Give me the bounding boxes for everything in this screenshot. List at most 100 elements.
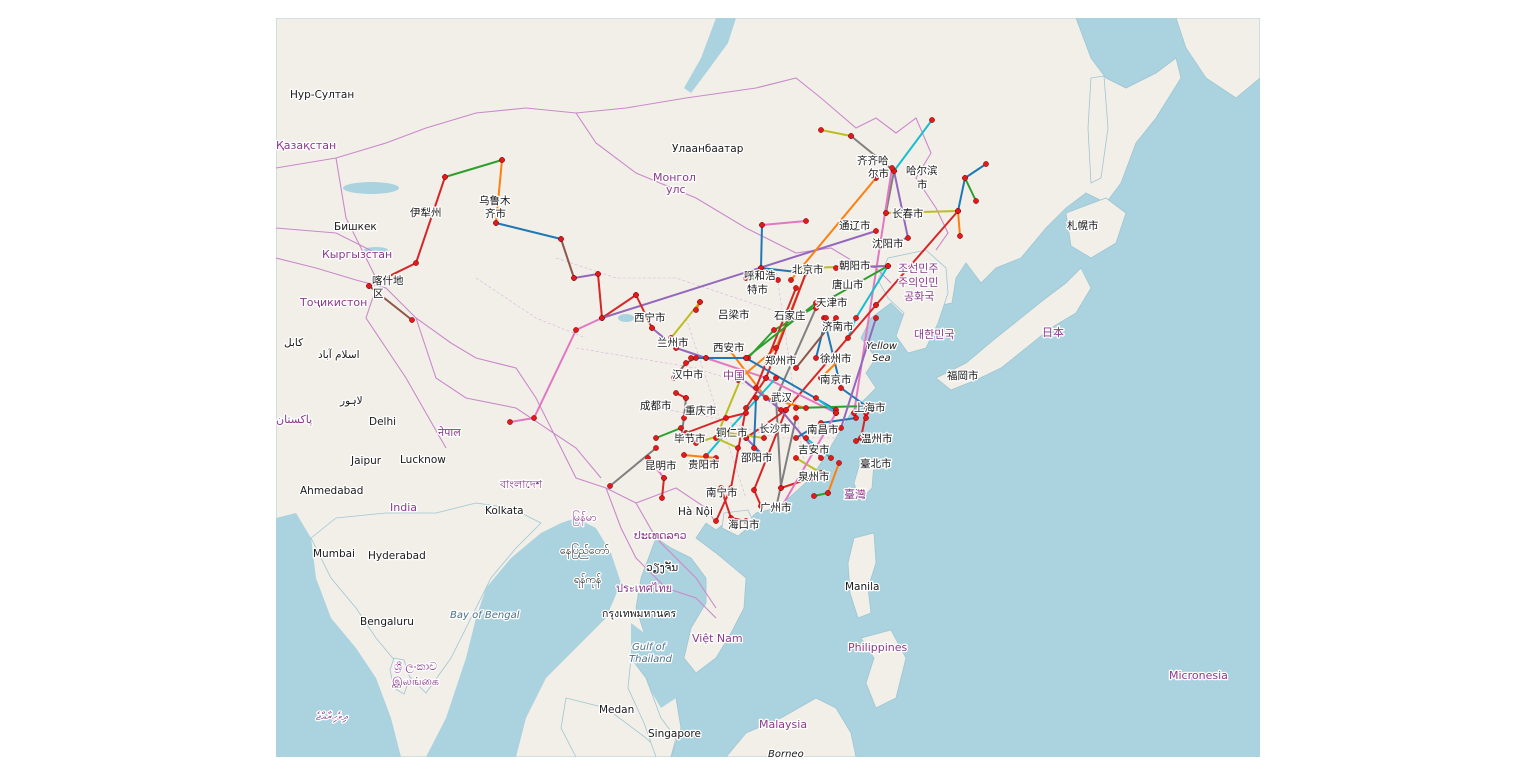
route-node[interactable]: [863, 415, 869, 421]
route-node[interactable]: [873, 302, 879, 308]
route-node[interactable]: [681, 415, 687, 421]
route-node[interactable]: [442, 174, 448, 180]
route-node[interactable]: [573, 327, 579, 333]
route-node[interactable]: [728, 515, 734, 521]
route-node[interactable]: [735, 445, 741, 451]
route-node[interactable]: [808, 475, 814, 481]
route-node[interactable]: [493, 220, 499, 226]
route-node[interactable]: [818, 470, 824, 476]
route-node[interactable]: [743, 410, 749, 416]
route-node[interactable]: [838, 355, 844, 361]
route-node[interactable]: [758, 265, 764, 271]
route-node[interactable]: [683, 395, 689, 401]
route-node[interactable]: [668, 335, 674, 341]
route-node[interactable]: [681, 452, 687, 458]
route-node[interactable]: [703, 453, 709, 459]
route-node[interactable]: [811, 493, 817, 499]
route-node[interactable]: [853, 415, 859, 421]
route-node[interactable]: [763, 395, 769, 401]
route-node[interactable]: [673, 390, 679, 396]
route-node[interactable]: [678, 425, 684, 431]
route-node[interactable]: [833, 265, 839, 271]
route-node[interactable]: [671, 375, 677, 381]
route-node[interactable]: [771, 327, 777, 333]
route-node[interactable]: [833, 315, 839, 321]
route-node[interactable]: [873, 175, 879, 181]
route-node[interactable]: [813, 395, 819, 401]
route-node[interactable]: [778, 505, 784, 511]
route-node[interactable]: [633, 292, 639, 298]
route-node[interactable]: [678, 435, 684, 441]
route-node[interactable]: [751, 487, 757, 493]
route-node[interactable]: [848, 133, 854, 139]
route-node[interactable]: [653, 435, 659, 441]
route-node[interactable]: [793, 405, 799, 411]
route-node[interactable]: [761, 435, 767, 441]
route-node[interactable]: [973, 198, 979, 204]
route-node[interactable]: [738, 375, 744, 381]
route-node[interactable]: [653, 445, 659, 451]
route-node[interactable]: [775, 277, 781, 283]
route-node[interactable]: [778, 485, 784, 491]
route-node[interactable]: [713, 455, 719, 461]
route-node[interactable]: [873, 228, 879, 234]
route-node[interactable]: [803, 270, 809, 276]
route-node[interactable]: [773, 375, 779, 381]
route-node[interactable]: [803, 435, 809, 441]
route-node[interactable]: [683, 430, 689, 436]
route-node[interactable]: [818, 420, 824, 426]
route-node[interactable]: [845, 335, 851, 341]
route-node[interactable]: [713, 518, 719, 524]
route-node[interactable]: [607, 483, 613, 489]
route-node[interactable]: [788, 277, 794, 283]
route-node[interactable]: [725, 345, 731, 351]
route-node[interactable]: [753, 385, 759, 391]
route-node[interactable]: [793, 415, 799, 421]
route-node[interactable]: [828, 455, 834, 461]
route-node[interactable]: [962, 175, 968, 181]
route-node[interactable]: [409, 317, 415, 323]
route-node[interactable]: [863, 403, 869, 409]
route-node[interactable]: [499, 157, 505, 163]
route-node[interactable]: [957, 233, 963, 239]
route-node[interactable]: [763, 375, 769, 381]
route-node[interactable]: [813, 300, 819, 306]
route-node[interactable]: [507, 419, 513, 425]
route-node[interactable]: [773, 395, 779, 401]
route-node[interactable]: [725, 430, 731, 436]
route-node[interactable]: [688, 355, 694, 361]
route-node[interactable]: [697, 299, 703, 305]
route-node[interactable]: [759, 222, 765, 228]
route-node[interactable]: [693, 440, 699, 446]
route-node[interactable]: [751, 445, 757, 451]
route-node[interactable]: [718, 485, 724, 491]
route-node[interactable]: [818, 455, 824, 461]
route-node[interactable]: [661, 475, 667, 481]
route-node[interactable]: [955, 208, 961, 214]
route-node[interactable]: [783, 407, 789, 413]
map-canvas[interactable]: Нур-Султан Қазақстан Улаанбаатар Монгол улс 齐…: [276, 18, 1260, 757]
route-node[interactable]: [763, 455, 769, 461]
route-node[interactable]: [803, 405, 809, 411]
route-node[interactable]: [793, 435, 799, 441]
route-node[interactable]: [836, 460, 842, 466]
route-node[interactable]: [863, 410, 869, 416]
route-node[interactable]: [595, 271, 601, 277]
route-node[interactable]: [823, 315, 829, 321]
route-node[interactable]: [713, 435, 719, 441]
route-node[interactable]: [773, 345, 779, 351]
route-node[interactable]: [833, 410, 839, 416]
route-node[interactable]: [758, 503, 764, 509]
route-node[interactable]: [825, 490, 831, 496]
route-node[interactable]: [649, 325, 655, 331]
route-node[interactable]: [693, 307, 699, 313]
route-node[interactable]: [886, 240, 892, 246]
route-node[interactable]: [743, 435, 749, 441]
route-node[interactable]: [743, 355, 749, 361]
route-node[interactable]: [683, 360, 689, 366]
route-node[interactable]: [793, 265, 799, 271]
route-node[interactable]: [818, 127, 824, 133]
route-node[interactable]: [531, 415, 537, 421]
route-node[interactable]: [793, 365, 799, 371]
route-node[interactable]: [883, 210, 889, 216]
